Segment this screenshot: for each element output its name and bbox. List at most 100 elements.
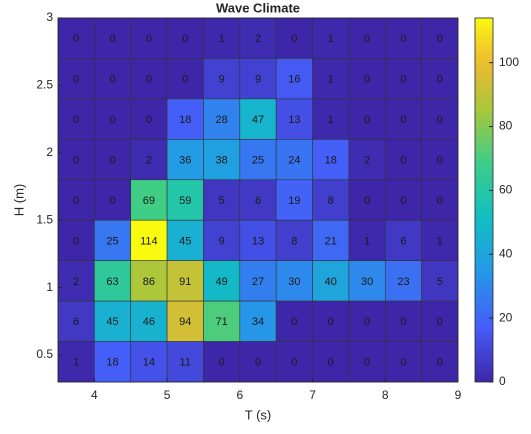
- cell-label: 1: [328, 114, 334, 126]
- heatmap-cell: [421, 219, 459, 261]
- heatmap-cell: [57, 179, 95, 221]
- cell-label: 0: [364, 195, 370, 207]
- heatmap-cell: [203, 179, 241, 221]
- cell-label: 1: [73, 357, 79, 369]
- cell-label: 2: [146, 154, 152, 166]
- colorbar-tick-label: 100: [499, 55, 519, 69]
- cell-label: 69: [143, 195, 155, 207]
- y-tick-label: 3: [46, 10, 53, 24]
- cell-label: 8: [328, 195, 334, 207]
- cell-label: 40: [325, 276, 337, 288]
- cell-label: 0: [73, 195, 79, 207]
- x-axis-label: T (s): [245, 407, 271, 422]
- cell-label: 94: [179, 316, 191, 328]
- heatmap-cell: [57, 17, 95, 59]
- cell-label: 114: [140, 235, 158, 247]
- y-tick-label: 2: [46, 145, 53, 159]
- cell-label: 0: [73, 33, 79, 45]
- cell-label: 1: [328, 74, 334, 86]
- colorbar-tick-label: 20: [499, 310, 513, 324]
- cell-label: 0: [437, 195, 443, 207]
- cell-label: 2: [364, 154, 370, 166]
- cell-label: 0: [146, 74, 152, 86]
- cell-label: 63: [106, 276, 118, 288]
- y-tick-label: 0.5: [36, 347, 53, 361]
- heatmap-cell: [57, 58, 95, 100]
- heatmap-cell: [384, 17, 422, 59]
- heatmap-cell: [94, 179, 132, 221]
- cell-label: 11: [180, 357, 191, 369]
- cell-label: 34: [252, 316, 264, 328]
- cell-label: 0: [437, 154, 443, 166]
- cell-label: 25: [252, 154, 264, 166]
- heatmap-cell: [203, 139, 241, 181]
- heatmap-cell: [166, 179, 204, 221]
- heatmap-cell: [275, 179, 313, 221]
- cell-label: 0: [400, 74, 406, 86]
- cell-label: 18: [325, 154, 337, 166]
- heatmap-cell: [312, 300, 350, 342]
- y-tick-label: 2.5: [36, 78, 53, 92]
- cell-label: 0: [291, 33, 297, 45]
- heatmap-cell: [275, 260, 313, 302]
- cell-label: 0: [328, 357, 334, 369]
- cell-label: 1: [328, 33, 334, 45]
- colorbar-tick-label: 80: [499, 119, 513, 133]
- cell-label: 0: [400, 154, 406, 166]
- heatmap-cell: [348, 179, 386, 221]
- heatmap-cell: [166, 300, 204, 342]
- heatmap-cell: [421, 300, 459, 342]
- heatmap-cell: [130, 98, 168, 140]
- cell-label: 2: [255, 33, 261, 45]
- cell-label: 0: [400, 316, 406, 328]
- cell-label: 21: [325, 235, 337, 247]
- colorbar-tick-label: 60: [499, 183, 513, 197]
- heatmap-cell: [421, 341, 459, 383]
- cell-label: 0: [73, 114, 79, 126]
- heatmap-cell: [239, 300, 277, 342]
- heatmap-cell: [348, 139, 386, 181]
- cell-label: 0: [364, 316, 370, 328]
- heatmap-cell: [275, 139, 313, 181]
- cell-label: 45: [106, 316, 118, 328]
- heatmap-cell: [275, 341, 313, 383]
- cell-label: 18: [179, 114, 191, 126]
- cell-label: 30: [288, 276, 300, 288]
- heatmap-cell: [94, 17, 132, 59]
- cell-label: 0: [73, 74, 79, 86]
- cell-label: 0: [146, 114, 152, 126]
- cell-label: 24: [288, 154, 300, 166]
- heatmap-cell: [239, 260, 277, 302]
- heatmap-cell: [57, 300, 95, 342]
- cell-label: 45: [179, 235, 191, 247]
- cell-label: 2: [73, 276, 79, 288]
- heatmap-cell: [57, 260, 95, 302]
- heatmap-cell: [203, 300, 241, 342]
- colorbar-tick-label: 0: [499, 374, 506, 388]
- cell-label: 0: [219, 357, 225, 369]
- cell-label: 25: [106, 235, 118, 247]
- cell-label: 9: [219, 74, 225, 86]
- cell-label: 16: [288, 74, 300, 86]
- cell-label: 0: [109, 195, 115, 207]
- cell-label: 0: [364, 33, 370, 45]
- cell-label: 0: [109, 33, 115, 45]
- heatmap-cell: [384, 139, 422, 181]
- cell-label: 0: [109, 114, 115, 126]
- cell-label: 5: [437, 276, 443, 288]
- chart-title: Wave Climate: [216, 0, 300, 15]
- colorbar-tick-label: 40: [499, 246, 513, 260]
- cell-label: 0: [109, 154, 115, 166]
- heatmap-cell: [312, 260, 350, 302]
- cell-label: 0: [364, 114, 370, 126]
- heatmap-cell: [166, 17, 204, 59]
- heatmap-cell: [166, 260, 204, 302]
- heatmap-cell: [348, 260, 386, 302]
- cell-label: 0: [291, 316, 297, 328]
- heatmap-cell: [166, 139, 204, 181]
- heatmap-cell: [57, 341, 95, 383]
- cell-label: 8: [291, 235, 297, 247]
- cell-label: 6: [400, 235, 406, 247]
- heatmap-cell: [312, 341, 350, 383]
- heatmap-cell: [203, 98, 241, 140]
